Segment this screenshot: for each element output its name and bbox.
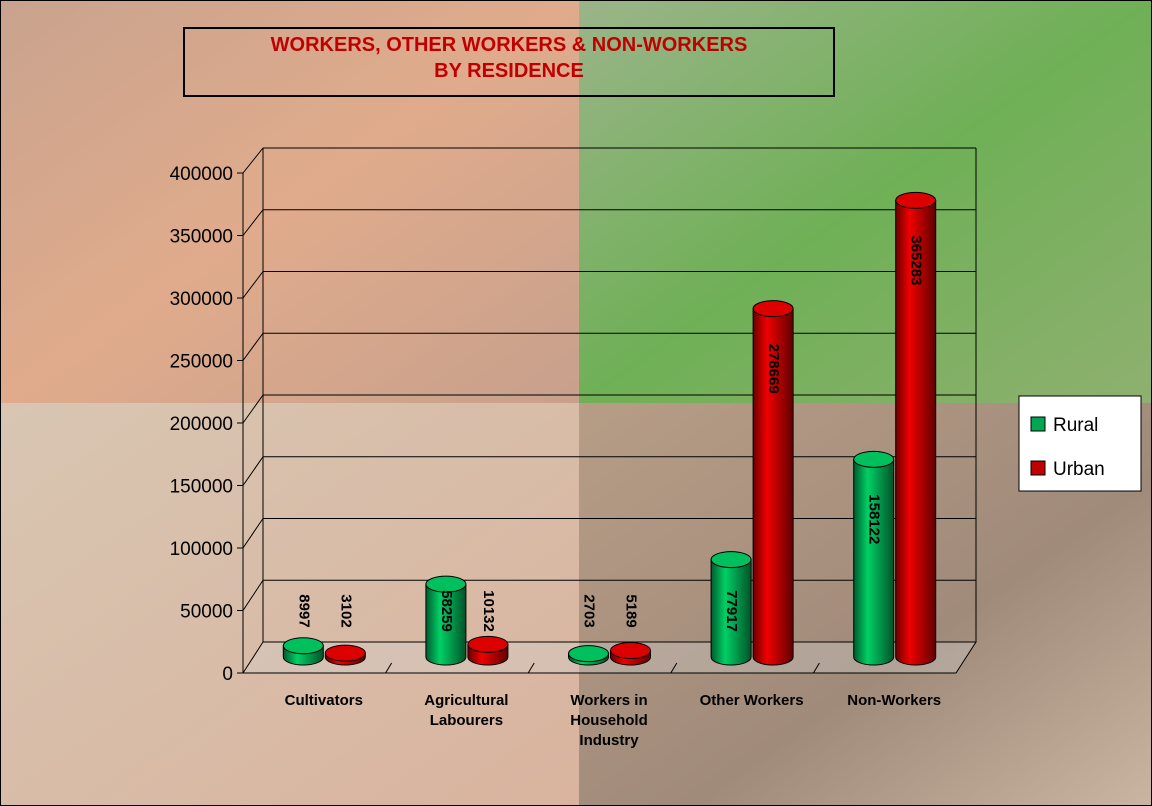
value-label: 158122 xyxy=(866,494,883,544)
floor-divider xyxy=(812,662,820,674)
x-tick-label: Agricultural Labourers xyxy=(424,692,509,729)
grid-line xyxy=(242,518,264,549)
bar xyxy=(853,450,895,666)
bar-body xyxy=(853,458,895,666)
bar xyxy=(610,642,651,666)
value-label: 2703 xyxy=(581,594,598,627)
title-box xyxy=(183,27,835,97)
bar-top xyxy=(752,300,794,318)
value-label: 278669 xyxy=(765,344,782,394)
grid-line xyxy=(242,271,264,299)
bar-top xyxy=(895,191,937,209)
y-tick-label: 350000 xyxy=(170,227,233,248)
bar xyxy=(282,637,324,666)
floor-divider xyxy=(385,662,393,674)
bar xyxy=(568,645,609,666)
value-label: 3102 xyxy=(337,594,354,627)
legend-swatch xyxy=(1030,416,1046,432)
bar-top xyxy=(324,644,366,662)
bar xyxy=(752,300,794,666)
chart-title: BY RESIDENCE xyxy=(434,60,584,82)
bar xyxy=(324,644,366,666)
bar-body xyxy=(752,308,794,666)
grid-line xyxy=(242,209,264,236)
y-tick-label: 300000 xyxy=(170,289,233,310)
bar xyxy=(895,191,937,666)
bar-top xyxy=(710,551,752,569)
x-tick-label: Non-Workers xyxy=(847,692,942,709)
bar-body xyxy=(710,559,752,666)
grid-line xyxy=(242,394,264,424)
value-label: 10132 xyxy=(480,590,497,632)
bar-body xyxy=(895,199,937,666)
bar-top xyxy=(425,575,467,593)
bar-body xyxy=(425,583,467,666)
y-tick-label: 200000 xyxy=(170,414,233,435)
y-tick-label: 0 xyxy=(222,664,233,685)
legend-swatch xyxy=(1030,460,1046,476)
background-photo xyxy=(1,403,579,805)
background-photo xyxy=(579,1,1151,403)
bar-top xyxy=(282,637,324,655)
grid-line xyxy=(242,579,264,611)
legend-label: Rural xyxy=(1053,415,1098,436)
grid-line xyxy=(242,332,264,361)
value-label: 58259 xyxy=(438,590,455,632)
x-tick-label: Workers in Household Industry xyxy=(570,692,648,749)
bar-top xyxy=(610,642,651,660)
background-photo xyxy=(1,1,579,403)
bar xyxy=(710,551,752,666)
value-label: 365283 xyxy=(908,235,925,285)
bar-top xyxy=(467,635,509,653)
x-tick-label: Other Workers xyxy=(699,692,804,709)
y-tick-label: 100000 xyxy=(170,539,233,560)
y-tick-label: 400000 xyxy=(170,164,233,185)
bar xyxy=(425,575,467,666)
y-tick-label: 250000 xyxy=(170,352,233,373)
y-tick-label: 50000 xyxy=(180,602,233,623)
grid-line xyxy=(242,456,264,486)
grid-line xyxy=(242,147,264,174)
floor-divider xyxy=(527,662,535,674)
x-tick-label: Cultivators xyxy=(284,692,363,709)
y-tick-label: 150000 xyxy=(170,477,233,498)
chart-title: WORKERS, OTHER WORKERS & NON-WORKERS xyxy=(271,34,748,56)
bar-top xyxy=(568,645,609,663)
legend-label: Urban xyxy=(1053,459,1105,480)
bar xyxy=(467,635,509,666)
floor-divider xyxy=(670,662,678,674)
value-label: 77917 xyxy=(723,590,740,632)
value-label: 5189 xyxy=(623,594,640,627)
value-label: 8997 xyxy=(295,594,312,627)
bar-top xyxy=(853,450,895,468)
